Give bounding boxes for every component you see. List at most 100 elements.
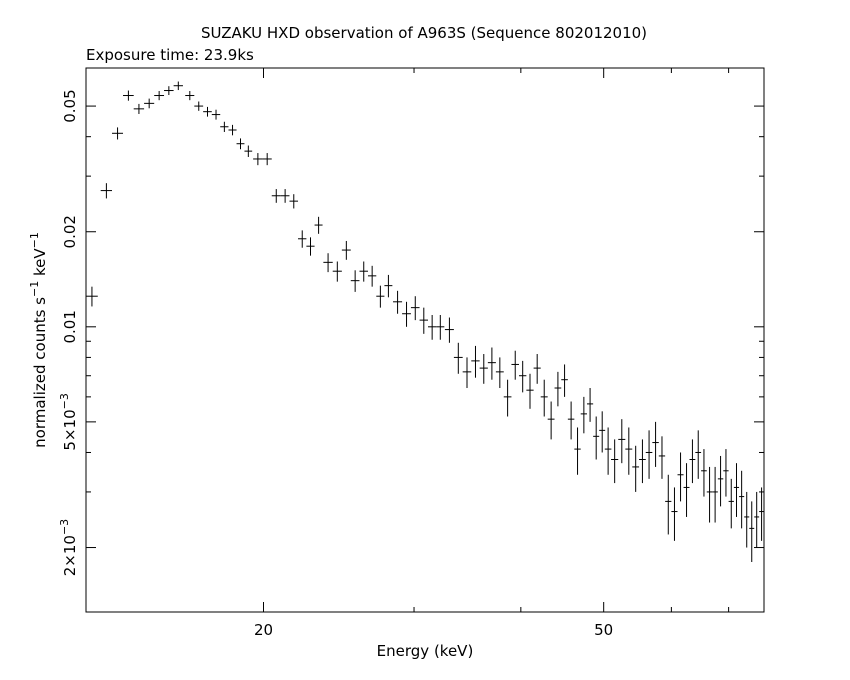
data-point bbox=[211, 109, 221, 120]
data-point bbox=[759, 487, 764, 541]
y-tick-label-base: 0.01 bbox=[61, 310, 79, 343]
data-point bbox=[547, 401, 555, 440]
data-point bbox=[112, 127, 124, 140]
data-point bbox=[332, 261, 342, 282]
data-point bbox=[593, 416, 600, 460]
data-points bbox=[86, 81, 764, 562]
data-point bbox=[427, 314, 437, 340]
y-axis-label-main: normalized counts s bbox=[31, 297, 49, 448]
axis-tick-labels: 20 500.050.020.015×10−32×10−3 bbox=[58, 89, 613, 639]
data-point bbox=[526, 373, 534, 409]
data-point bbox=[495, 357, 504, 389]
data-point bbox=[503, 379, 512, 417]
data-point bbox=[749, 501, 755, 562]
data-point bbox=[236, 138, 245, 150]
data-point bbox=[723, 449, 729, 497]
x-tick-label: 20 bbox=[254, 621, 273, 639]
y-axis-label-mid: keV bbox=[31, 248, 49, 281]
y-tick-label: 0.05 bbox=[61, 89, 79, 122]
data-point bbox=[453, 342, 463, 374]
data-point bbox=[262, 153, 272, 166]
data-point bbox=[86, 286, 98, 307]
data-point bbox=[567, 401, 575, 440]
data-point bbox=[540, 379, 548, 417]
data-point bbox=[436, 314, 445, 340]
data-point bbox=[639, 439, 646, 484]
data-point bbox=[367, 265, 377, 287]
plot-frame bbox=[85, 67, 765, 613]
data-point bbox=[244, 145, 253, 157]
y-tick-label-exponent: −3 bbox=[58, 519, 71, 535]
data-point bbox=[739, 470, 745, 529]
data-point bbox=[228, 124, 237, 136]
data-point bbox=[220, 121, 229, 132]
data-point bbox=[471, 345, 480, 378]
data-point bbox=[393, 290, 403, 314]
data-point bbox=[744, 491, 750, 548]
y-axis-label-exponent-2: −1 bbox=[28, 232, 41, 248]
data-point bbox=[706, 466, 713, 523]
data-point bbox=[625, 427, 633, 475]
data-point bbox=[511, 350, 519, 380]
data-point bbox=[444, 317, 454, 343]
y-tick-label: 0.02 bbox=[61, 215, 79, 248]
data-point bbox=[754, 491, 760, 548]
y-axis-label-exponent-1: −1 bbox=[28, 281, 41, 297]
data-point bbox=[658, 436, 666, 479]
data-point bbox=[376, 285, 385, 308]
data-point bbox=[665, 474, 672, 535]
data-point bbox=[586, 388, 594, 422]
data-point bbox=[689, 439, 696, 484]
data-point bbox=[289, 194, 299, 209]
data-point bbox=[410, 296, 420, 321]
data-point bbox=[611, 439, 619, 484]
data-point bbox=[632, 445, 640, 492]
axis-ticks bbox=[86, 68, 764, 612]
data-point bbox=[384, 274, 393, 298]
data-point bbox=[733, 463, 740, 517]
data-point bbox=[419, 307, 428, 334]
data-point bbox=[677, 452, 684, 502]
data-point bbox=[323, 253, 333, 273]
data-point bbox=[123, 90, 134, 101]
chart-title: SUZAKU HXD observation of A963S (Sequenc… bbox=[201, 24, 647, 42]
data-point bbox=[599, 411, 606, 453]
data-point bbox=[185, 91, 195, 101]
data-point bbox=[652, 421, 659, 467]
data-point bbox=[359, 261, 368, 282]
data-point bbox=[271, 189, 281, 203]
y-tick-label-base: 2×10 bbox=[61, 535, 79, 576]
data-point bbox=[402, 301, 411, 327]
x-axis-label: Energy (keV) bbox=[377, 642, 474, 660]
data-point bbox=[194, 101, 204, 111]
data-point bbox=[133, 103, 145, 114]
data-point bbox=[712, 466, 718, 523]
data-point bbox=[533, 354, 541, 384]
x-tick-label: 50 bbox=[594, 621, 613, 639]
data-point bbox=[671, 487, 678, 541]
y-tick-label-base: 0.02 bbox=[61, 215, 79, 248]
data-point bbox=[350, 270, 360, 292]
data-point bbox=[554, 371, 562, 407]
data-point bbox=[173, 81, 183, 91]
y-tick-label-base: 5×10 bbox=[61, 409, 79, 450]
data-point bbox=[487, 347, 496, 380]
data-point bbox=[164, 86, 174, 96]
data-point bbox=[518, 360, 527, 393]
data-point bbox=[144, 98, 155, 109]
data-point bbox=[306, 237, 315, 256]
data-point bbox=[695, 430, 702, 479]
data-point bbox=[154, 91, 165, 101]
data-point bbox=[100, 183, 113, 199]
y-tick-label-exponent: −3 bbox=[58, 393, 71, 409]
data-point bbox=[280, 189, 290, 203]
data-point bbox=[462, 357, 472, 389]
data-point bbox=[701, 449, 707, 497]
data-point bbox=[574, 427, 581, 475]
y-tick-label: 2×10−3 bbox=[58, 519, 79, 576]
y-tick-label-base: 0.05 bbox=[61, 89, 79, 122]
data-point bbox=[580, 396, 587, 434]
exposure-time-label: Exposure time: 23.9ks bbox=[86, 46, 254, 64]
data-point bbox=[683, 463, 690, 517]
data-point bbox=[253, 153, 263, 166]
